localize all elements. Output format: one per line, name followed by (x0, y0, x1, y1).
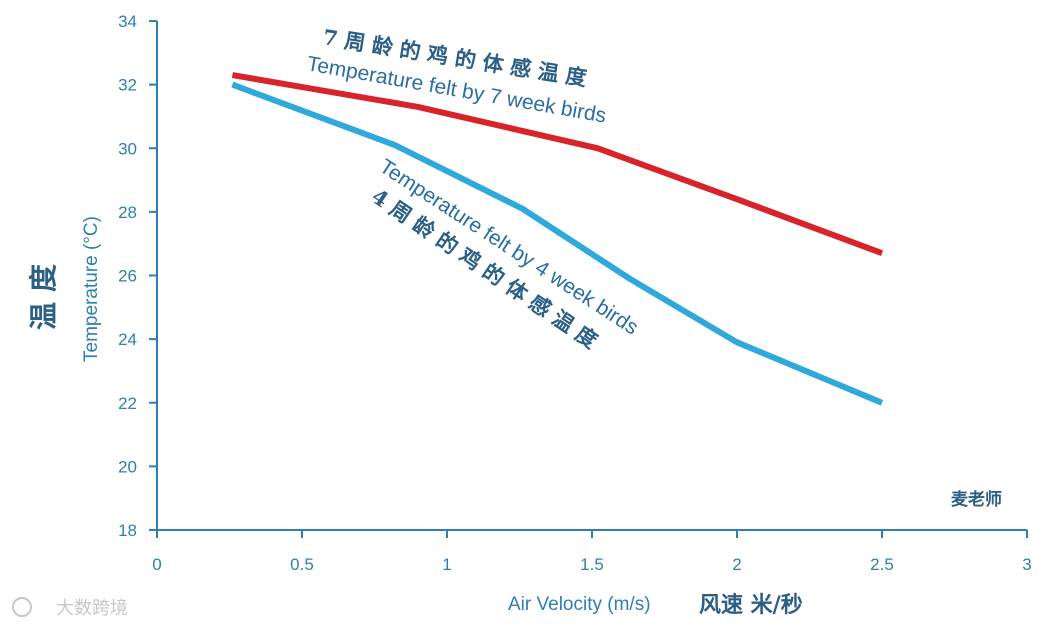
tick-labels: 0 0.5 1 1.5 2 2.5 3 18 20 22 24 26 28 30 32 34 (118, 12, 1032, 574)
y-tick-label-1: 20 (118, 457, 137, 476)
watermark-text: 大数跨境 (56, 598, 128, 619)
series-lines (231, 72, 884, 406)
x-axis-label-cn: 风速 米/秒 (699, 592, 803, 618)
watermark-icon (12, 597, 32, 617)
x-tick-label-0: 0 (152, 555, 161, 574)
x-tick-label-6: 3 (1022, 555, 1031, 574)
series-label-cn-4-week: 4周龄的鸡的体感温度 (367, 183, 608, 357)
x-tick-label-5: 2.5 (870, 555, 894, 574)
y-tick-label-5: 28 (118, 203, 137, 222)
y-tick-label-8: 34 (118, 12, 137, 31)
series-line-4-week (231, 81, 884, 406)
x-axis-label: Air Velocity (m/s) (508, 594, 651, 615)
y-tick-label-3: 24 (118, 330, 137, 349)
y-tick-label-7: 32 (118, 76, 137, 95)
y-axis-label-cn: 温度 (27, 254, 60, 330)
y-axis-label: Temperature (°C) (81, 216, 102, 362)
y-tick-label-4: 26 (118, 267, 137, 286)
author-signature: 麦老师 (951, 489, 1002, 510)
series-label-en-4-week: Temperature felt by 4 week birds (375, 155, 642, 340)
x-tick-label-2: 1 (442, 555, 451, 574)
y-tick-label-0: 18 (118, 521, 137, 540)
axes (156, 21, 1027, 531)
series-line-7-week (231, 72, 884, 257)
x-tick-label-3: 1.5 (580, 555, 604, 574)
x-tick-label-1: 0.5 (290, 555, 314, 574)
x-tick-label-4: 2 (732, 555, 741, 574)
watermark-logo: 大数跨境 (12, 597, 128, 619)
y-tick-label-6: 30 (118, 139, 137, 158)
y-tick-label-2: 22 (118, 394, 137, 413)
tick-marks (149, 20, 1028, 538)
